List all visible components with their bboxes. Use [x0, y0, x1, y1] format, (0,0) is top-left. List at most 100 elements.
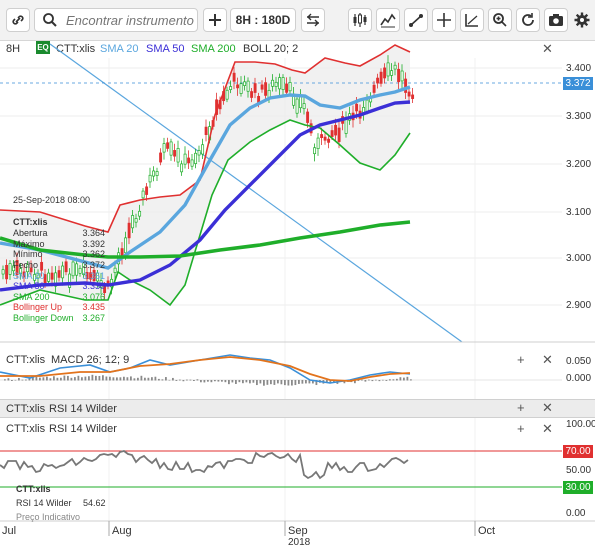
- interval-label: 8H: [6, 43, 21, 55]
- macd-y-tick: 0.000: [566, 373, 592, 384]
- crosshair-button[interactable]: [432, 8, 456, 32]
- hover-row-label: SMA 200: [13, 291, 50, 302]
- candles-icon: [353, 13, 367, 27]
- settings-button[interactable]: [570, 8, 594, 32]
- equity-badge: EQ: [36, 41, 50, 54]
- hover-row-value: 3.362: [82, 249, 105, 260]
- add-instrument-button[interactable]: [203, 8, 227, 32]
- indicator-bollinger[interactable]: BOLL 20; 2: [243, 43, 299, 55]
- gear-icon: [574, 12, 590, 28]
- link-icon: [12, 15, 24, 25]
- hover-row-value: 3.351: [82, 270, 105, 281]
- hover-row-label: Bollinger Down: [13, 312, 74, 323]
- x-label-year: 2018: [288, 537, 311, 548]
- rsi-label[interactable]: RSI 14 Wilder: [49, 423, 117, 435]
- trendline-button[interactable]: [404, 8, 428, 32]
- hover-date: 25-Sep-2018 08:00: [13, 195, 91, 205]
- rsi-panel-header: CTT:xlis RSI 14 Wilder + ✕: [0, 399, 595, 418]
- hover-row-label: Bollinger Up: [13, 302, 63, 313]
- search-icon: [43, 13, 57, 27]
- hover-row: SMA 200 3.076: [13, 292, 105, 303]
- candles-button[interactable]: [348, 8, 372, 32]
- instrument-search[interactable]: [34, 8, 198, 32]
- trend-line[interactable]: [49, 43, 463, 343]
- rsi-header-close-icon[interactable]: ✕: [542, 400, 553, 415]
- rsi-hover-value: 54.62: [83, 498, 106, 508]
- period-selector[interactable]: 8H : 180D: [230, 8, 296, 32]
- hover-info: 25-Sep-2018 08:00 CTT:xlis Abertura 3.364…: [13, 195, 105, 324]
- y-tick: 3.300: [566, 111, 592, 122]
- x-label-jul: Jul: [2, 525, 17, 537]
- hover-row: Mínimo 3.362: [13, 249, 105, 260]
- hover-row-value: 3.435: [82, 302, 105, 313]
- hover-row-label: SMA 50: [13, 281, 45, 292]
- plus-icon: [209, 14, 221, 26]
- y-tick: 3.200: [566, 159, 592, 170]
- screenshot-button[interactable]: [544, 8, 568, 32]
- toolbar: 8H : 180D: [0, 0, 595, 41]
- instrument-label[interactable]: CTT:xlis: [56, 43, 96, 55]
- hover-row: SMA 20 3.351: [13, 271, 105, 282]
- rsi-hover-label: RSI 14 Wilder: [16, 498, 72, 508]
- rsi-hover-instrument: CTT:xlis: [16, 484, 51, 494]
- x-label-sep: Sep: [288, 525, 308, 537]
- x-label-oct: Oct: [478, 525, 496, 537]
- rsi-header-instrument[interactable]: CTT:xlis: [6, 403, 46, 415]
- last-price-tag: 3.372: [563, 77, 593, 90]
- hover-row-label: Máximo: [13, 238, 45, 249]
- indicator-sma50[interactable]: SMA 50: [146, 43, 185, 55]
- macd-instrument[interactable]: CTT:xlis: [6, 354, 46, 366]
- search-input[interactable]: [64, 11, 196, 29]
- channel-button[interactable]: [460, 8, 484, 32]
- macd-label[interactable]: MACD 26; 12; 9: [51, 354, 130, 366]
- y-tick: 3.100: [566, 207, 592, 218]
- hover-row: Abertura 3.364: [13, 228, 105, 239]
- rsi-y-tick: 50.00: [566, 465, 592, 476]
- hover-row-value: 3.267: [82, 312, 105, 323]
- indicator-sma20[interactable]: SMA 20: [100, 43, 139, 55]
- hover-row: SMA 50 3.330: [13, 281, 105, 292]
- hover-row-label: Fecho: [13, 259, 39, 270]
- hover-row-value: 3.076: [82, 291, 105, 302]
- close-icon[interactable]: ✕: [542, 41, 553, 56]
- hover-row: Bollinger Up 3.435: [13, 302, 105, 313]
- hover-row-value: 3.392: [82, 238, 105, 249]
- line-chart-button[interactable]: [376, 8, 400, 32]
- hover-row-label: Abertura: [13, 228, 48, 239]
- trendline-icon: [409, 14, 423, 27]
- macd-y-tick: 0.050: [566, 356, 592, 367]
- indicator-sma200[interactable]: SMA 200: [191, 43, 236, 55]
- hover-row: Bollinger Down 3.267: [13, 313, 105, 324]
- hover-row-value: 3.372: [82, 259, 105, 270]
- price-note: Preço Indicativo: [16, 512, 81, 522]
- rsi-y-tick: 100.00: [566, 419, 595, 430]
- rsi-lower-tag: 30.00: [563, 481, 593, 494]
- y-tick: 2.900: [566, 300, 592, 311]
- rsi-upper-tag: 70.00: [563, 445, 593, 458]
- rsi-line: [0, 450, 409, 480]
- compare-button[interactable]: [301, 8, 325, 32]
- zoom-button[interactable]: [488, 8, 512, 32]
- link-button[interactable]: [6, 8, 30, 32]
- crosshair-icon: [437, 13, 451, 27]
- rsi-header-add-icon[interactable]: +: [517, 400, 525, 415]
- hover-instrument: CTT:xlis: [13, 216, 48, 227]
- camera-icon: [549, 14, 563, 26]
- hover-row-value: 3.330: [82, 281, 105, 292]
- hover-row: Máximo 3.392: [13, 239, 105, 250]
- refresh-icon: [522, 13, 534, 26]
- line-chart-icon: [380, 13, 396, 28]
- macd-add-icon[interactable]: +: [517, 352, 525, 367]
- channel-icon: [465, 14, 478, 27]
- rsi-header-label[interactable]: RSI 14 Wilder: [49, 403, 117, 415]
- zoom-icon: [493, 13, 507, 27]
- rsi-instrument[interactable]: CTT:xlis: [6, 423, 46, 435]
- x-label-aug: Aug: [112, 525, 132, 537]
- rsi-add-icon[interactable]: +: [517, 421, 525, 436]
- hover-row: Fecho 3.372: [13, 260, 105, 271]
- rsi-y-tick: 0.00: [566, 508, 586, 519]
- refresh-button[interactable]: [516, 8, 540, 32]
- hover-row-label: Mínimo: [13, 249, 43, 260]
- macd-close-icon[interactable]: ✕: [542, 352, 553, 367]
- rsi-close-icon[interactable]: ✕: [542, 421, 553, 436]
